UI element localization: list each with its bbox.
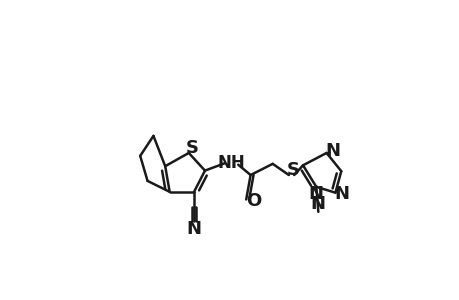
Text: S: S <box>286 161 299 179</box>
Text: N: N <box>310 196 325 214</box>
Text: S: S <box>186 139 199 157</box>
Text: N: N <box>186 220 201 238</box>
Text: NH: NH <box>217 154 245 172</box>
Text: N: N <box>308 185 323 203</box>
Text: O: O <box>246 192 261 210</box>
Text: N: N <box>324 142 339 160</box>
Text: N: N <box>334 185 349 203</box>
